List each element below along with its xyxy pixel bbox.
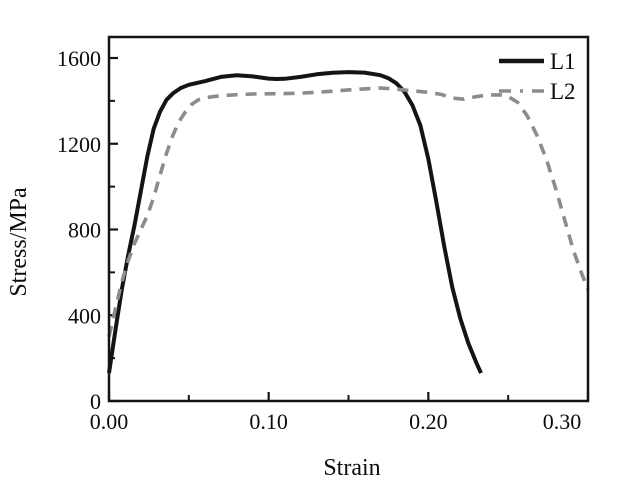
x-tick-label: 0.30 <box>543 409 582 434</box>
curves <box>107 70 590 374</box>
y-axis-label: Stress/MPa <box>6 187 32 297</box>
x-tick-label: 0.20 <box>409 409 448 434</box>
plot-area <box>109 37 588 401</box>
plot-border <box>107 35 590 403</box>
x-tick-label: 0.00 <box>90 409 129 434</box>
y-tick-label: 800 <box>68 218 101 243</box>
legend-label-L1: L1 <box>550 49 576 74</box>
curve-L2 <box>107 86 590 338</box>
y-ticks: 0 400 800 1200 1600 <box>57 46 118 414</box>
x-axis-label: Strain <box>323 455 380 481</box>
y-tick-label: 1200 <box>57 132 101 157</box>
y-tick-label: 0 <box>90 389 101 414</box>
legend-label-L2: L2 <box>550 79 576 104</box>
x-ticks: 0.00 0.10 0.20 0.30 <box>90 392 590 434</box>
y-tick-label: 1600 <box>57 46 101 71</box>
curve-L1 <box>107 70 483 374</box>
y-tick-label: 400 <box>68 303 101 328</box>
x-tick-label: 0.10 <box>249 409 288 434</box>
